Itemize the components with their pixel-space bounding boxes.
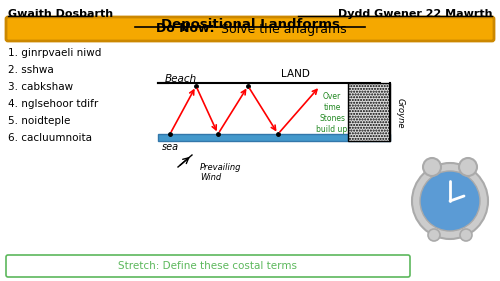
Text: 5. noidteple: 5. noidteple [8, 116, 70, 126]
Text: Depositional Landforms: Depositional Landforms [160, 18, 340, 31]
Circle shape [423, 158, 441, 176]
Text: Beach: Beach [165, 74, 197, 84]
Circle shape [412, 163, 488, 239]
Circle shape [420, 171, 480, 231]
Text: Do Now:: Do Now: [156, 22, 215, 35]
FancyBboxPatch shape [6, 17, 494, 41]
Circle shape [428, 229, 440, 241]
Text: 4. nglsehoor tdifr: 4. nglsehoor tdifr [8, 99, 98, 109]
Text: Prevailing
Wind: Prevailing Wind [200, 163, 241, 182]
Text: 2. sshwa: 2. sshwa [8, 65, 54, 75]
Bar [348, 83, 390, 141]
Text: Dydd Gwener 22 Mawrth: Dydd Gwener 22 Mawrth [338, 9, 492, 19]
FancyBboxPatch shape [6, 255, 410, 277]
Text: 1. ginrpvaeli niwd: 1. ginrpvaeli niwd [8, 48, 102, 58]
Text: Gwaith Dosbarth: Gwaith Dosbarth [8, 9, 113, 19]
Bar [158, 134, 390, 141]
Circle shape [459, 158, 477, 176]
Text: 6. cacluumnoita: 6. cacluumnoita [8, 133, 92, 143]
Text: Stretch: Define these costal terms: Stretch: Define these costal terms [118, 261, 298, 271]
Text: sea: sea [162, 142, 179, 152]
Circle shape [460, 229, 472, 241]
Text: Groyne: Groyne [396, 98, 405, 128]
Text: LAND: LAND [280, 69, 310, 79]
Text: 3. cabkshaw: 3. cabkshaw [8, 82, 73, 92]
Text: Solve the anagrams: Solve the anagrams [217, 22, 346, 35]
Text: Over
time
Stones
build up: Over time Stones build up [316, 92, 348, 134]
